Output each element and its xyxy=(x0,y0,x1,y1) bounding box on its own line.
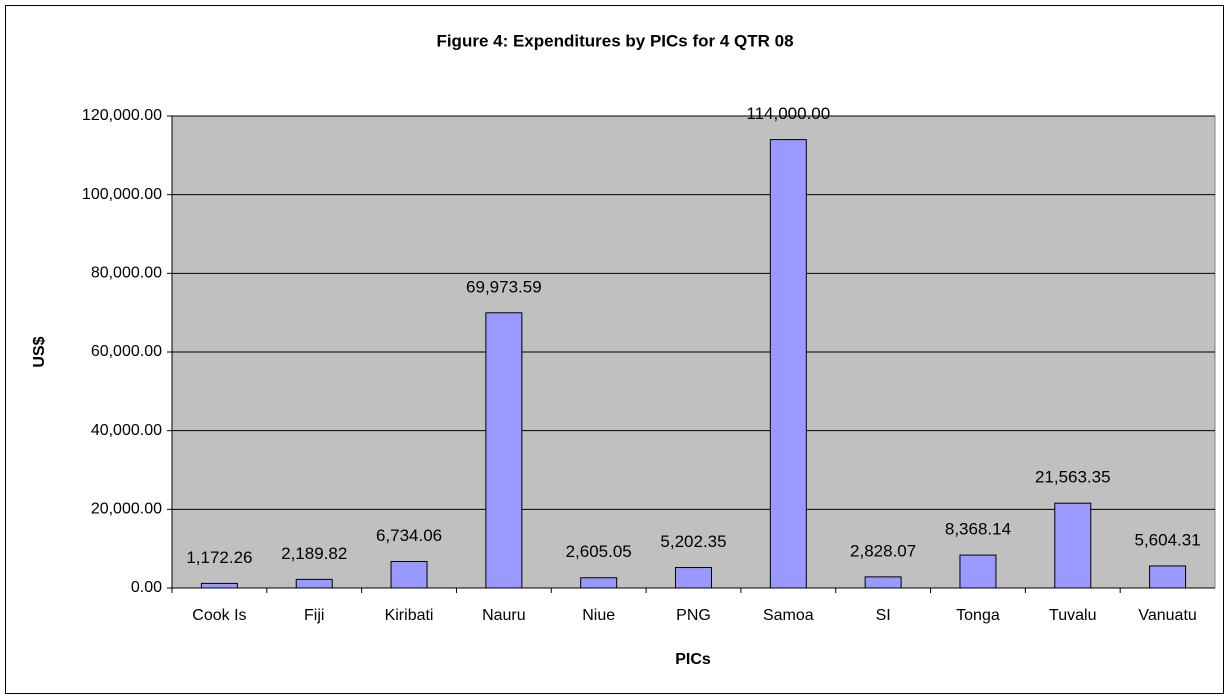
x-tick-label: Niue xyxy=(582,607,615,624)
data-label: 6,734.06 xyxy=(376,526,442,545)
bar xyxy=(200,582,238,589)
y-tick-label: 80,000.00 xyxy=(91,265,162,282)
bar xyxy=(295,578,333,589)
data-label: 8,368.14 xyxy=(945,520,1011,539)
x-tick-label: Cook Is xyxy=(192,607,246,624)
data-label: 21,563.35 xyxy=(1035,468,1111,487)
y-tick-label: 100,000.00 xyxy=(82,186,162,203)
bar xyxy=(959,554,997,589)
y-tick-label: 40,000.00 xyxy=(91,422,162,439)
bar xyxy=(580,577,618,589)
x-tick-label: PNG xyxy=(676,607,711,624)
bar xyxy=(390,561,428,589)
data-label: 114,000.00 xyxy=(746,104,830,123)
x-tick-label: Vanuatu xyxy=(1138,607,1196,624)
bar xyxy=(675,567,712,589)
y-tick-label: 60,000.00 xyxy=(91,343,162,360)
data-label: 2,828.07 xyxy=(850,541,916,560)
y-tick-label: 0.00 xyxy=(131,579,162,596)
data-label: 5,604.31 xyxy=(1134,530,1200,549)
bar xyxy=(769,139,807,589)
x-tick-label: SI xyxy=(876,607,891,624)
bar xyxy=(1054,502,1092,589)
chart-title: Figure 4: Expenditures by PICs for 4 QTR… xyxy=(436,31,793,50)
data-label: 5,202.35 xyxy=(660,532,726,551)
x-tick-label: Fiji xyxy=(304,607,324,624)
bar xyxy=(1149,565,1187,589)
y-tick-label: 20,000.00 xyxy=(91,501,162,518)
data-label: 69,973.59 xyxy=(466,277,542,296)
x-tick-label: Nauru xyxy=(482,607,526,624)
x-axis-label: PICs xyxy=(675,651,711,668)
bar xyxy=(864,576,902,589)
x-tick-label: Samoa xyxy=(763,607,814,624)
data-label: 2,189.82 xyxy=(281,544,347,563)
x-tick-label: Kiribati xyxy=(385,607,434,624)
y-tick-label: 120,000.00 xyxy=(82,107,162,124)
data-label: 2,605.05 xyxy=(566,542,632,561)
x-tick-label: Tuvalu xyxy=(1049,607,1096,624)
bar xyxy=(485,312,523,589)
x-tick-label: Tonga xyxy=(956,607,1000,624)
data-label: 1,172.26 xyxy=(186,548,252,567)
y-axis-label: US$ xyxy=(31,336,48,367)
